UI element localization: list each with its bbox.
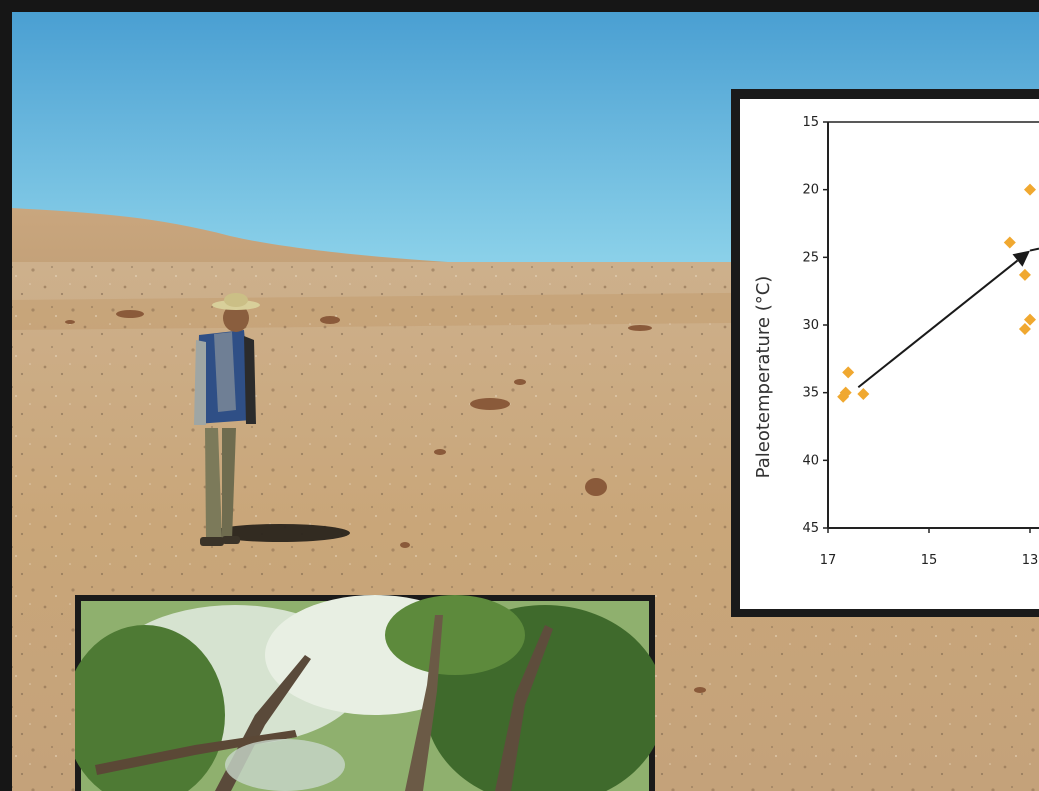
trend-arrow-shaft: [857, 259, 1019, 389]
data-point: [1018, 323, 1031, 336]
rocks: [65, 310, 706, 693]
data-point: [1003, 236, 1016, 249]
y-tick-label: 30: [802, 318, 819, 333]
data-point: [842, 366, 855, 379]
forest-inset-photo: [75, 595, 655, 791]
data-point: [857, 388, 870, 401]
data-points: [837, 183, 1036, 403]
paleotemperature-chart: 15 20 25 30 35 40 45 17 15 13 Paleotemperature (°…: [731, 89, 1039, 617]
person-figure: [194, 293, 350, 546]
y-tick-label: 45: [802, 521, 819, 536]
data-point: [1024, 183, 1036, 196]
x-tick-label: 15: [921, 553, 938, 568]
data-point: [1018, 268, 1031, 281]
y-tick-label: 35: [802, 386, 819, 401]
y-tick-label: 25: [802, 250, 819, 265]
tick-labels: 15 20 25 30 35 40 45 17 15 13: [802, 115, 1038, 568]
trend-arrow: [857, 247, 1039, 389]
data-point: [837, 390, 850, 403]
axes: [823, 121, 1039, 533]
x-tick-label: 17: [820, 553, 837, 568]
chart-background: [740, 99, 1039, 609]
y-axis-title: Paleotemperature (°C): [753, 276, 774, 479]
y-tick-label: 40: [802, 453, 819, 468]
y-tick-label: 20: [802, 183, 819, 198]
data-point: [839, 386, 852, 399]
trend-arrow-head: [1012, 250, 1030, 267]
trend-arrow-continuation: [1029, 247, 1039, 252]
x-tick-label: 13: [1022, 553, 1039, 568]
data-point: [1024, 313, 1036, 326]
y-tick-label: 15: [802, 115, 819, 130]
chart-inset: 15 20 25 30 35 40 45 17 15 13 Paleotemperature (°…: [731, 89, 1039, 617]
